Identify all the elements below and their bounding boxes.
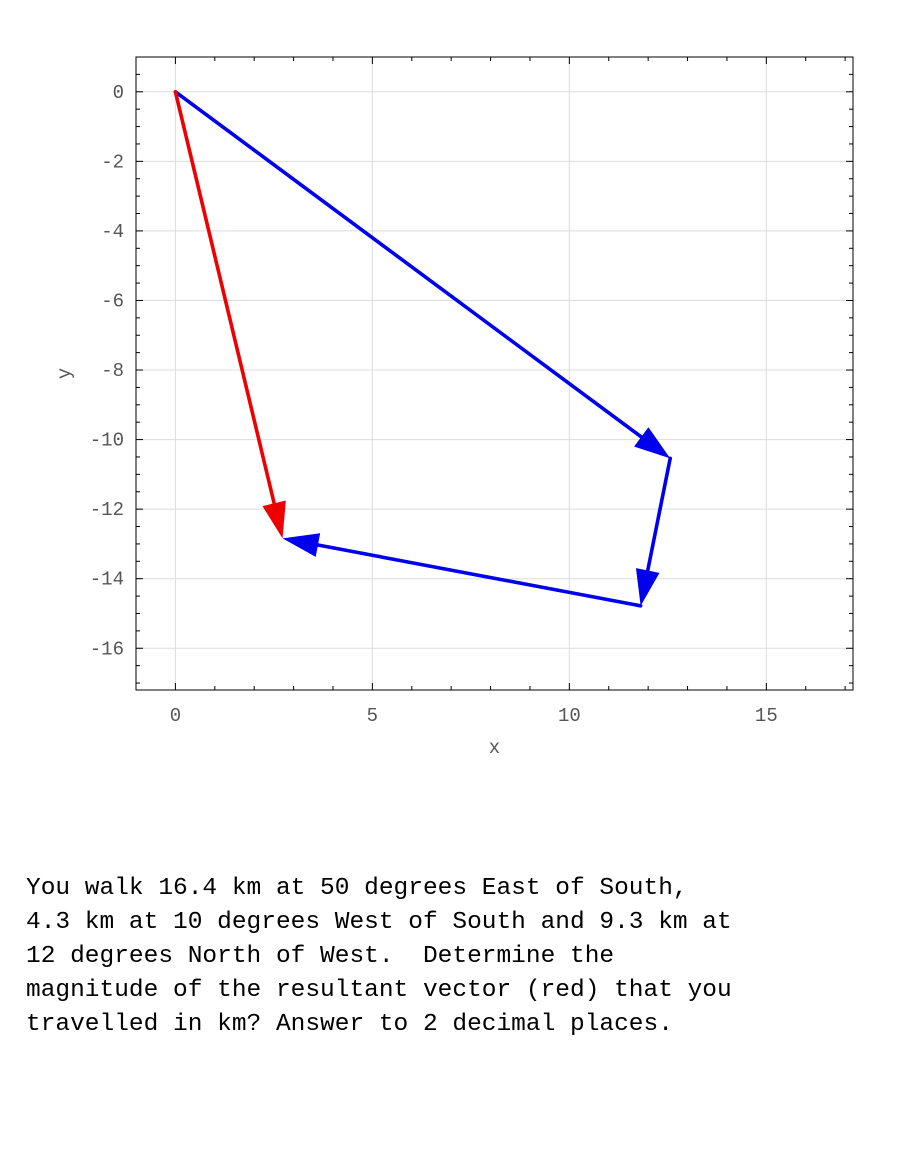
- y-tick-label: -14: [90, 569, 124, 591]
- y-axis-label: y: [54, 368, 76, 379]
- x-tick-label: 0: [170, 705, 181, 727]
- grid: [136, 57, 853, 690]
- problem-statement: You walk 16.4 km at 50 degrees East of S…: [26, 872, 886, 1042]
- x-tick-label: 5: [367, 705, 378, 727]
- vector-plot: 0 5 10 15 0 -2 -4 -6 -8 -10 -12 -14 -16 x y: [54, 56, 854, 759]
- vector-shaft: [645, 456, 673, 577]
- problem-line: 12 degrees North of West. Determine the: [26, 943, 615, 970]
- x-tick-label: 15: [755, 705, 778, 727]
- arrowhead: [635, 568, 660, 606]
- displacement-vector: [635, 456, 673, 606]
- displacement-vector: [282, 533, 643, 608]
- resultant-vector: [173, 89, 286, 539]
- arrowhead: [262, 500, 286, 539]
- y-tick-label: 0: [113, 82, 124, 104]
- vector-shaft: [312, 542, 643, 608]
- y-tick-label: -8: [101, 360, 124, 382]
- arrowhead: [282, 533, 321, 557]
- plot-frame: [135, 56, 854, 691]
- y-tick-label: -2: [101, 151, 124, 173]
- vectors: [173, 89, 673, 608]
- problem-line: magnitude of the resultant vector (red) …: [26, 977, 732, 1004]
- problem-line: travelled in km? Answer to 2 decimal pla…: [26, 1011, 673, 1038]
- vector-shaft: [173, 89, 647, 442]
- y-tick-label: -16: [90, 638, 124, 660]
- x-axis-label: x: [489, 737, 500, 759]
- problem-line: 4.3 km at 10 degrees West of South and 9…: [26, 909, 732, 936]
- problem-line: You walk 16.4 km at 50 degrees East of S…: [26, 875, 688, 902]
- y-tick-label: -6: [101, 290, 124, 312]
- arrowhead: [634, 427, 671, 459]
- y-tick-label: -12: [90, 499, 124, 521]
- y-tick-label: -4: [101, 221, 124, 243]
- minor-ticks: [135, 56, 853, 690]
- y-tick-label: -10: [90, 430, 124, 452]
- displacement-vector: [173, 89, 671, 459]
- vector-shaft: [173, 89, 277, 510]
- x-tick-label: 10: [558, 705, 581, 727]
- tick-labels: 0 5 10 15 0 -2 -4 -6 -8 -10 -12 -14 -16: [90, 82, 778, 727]
